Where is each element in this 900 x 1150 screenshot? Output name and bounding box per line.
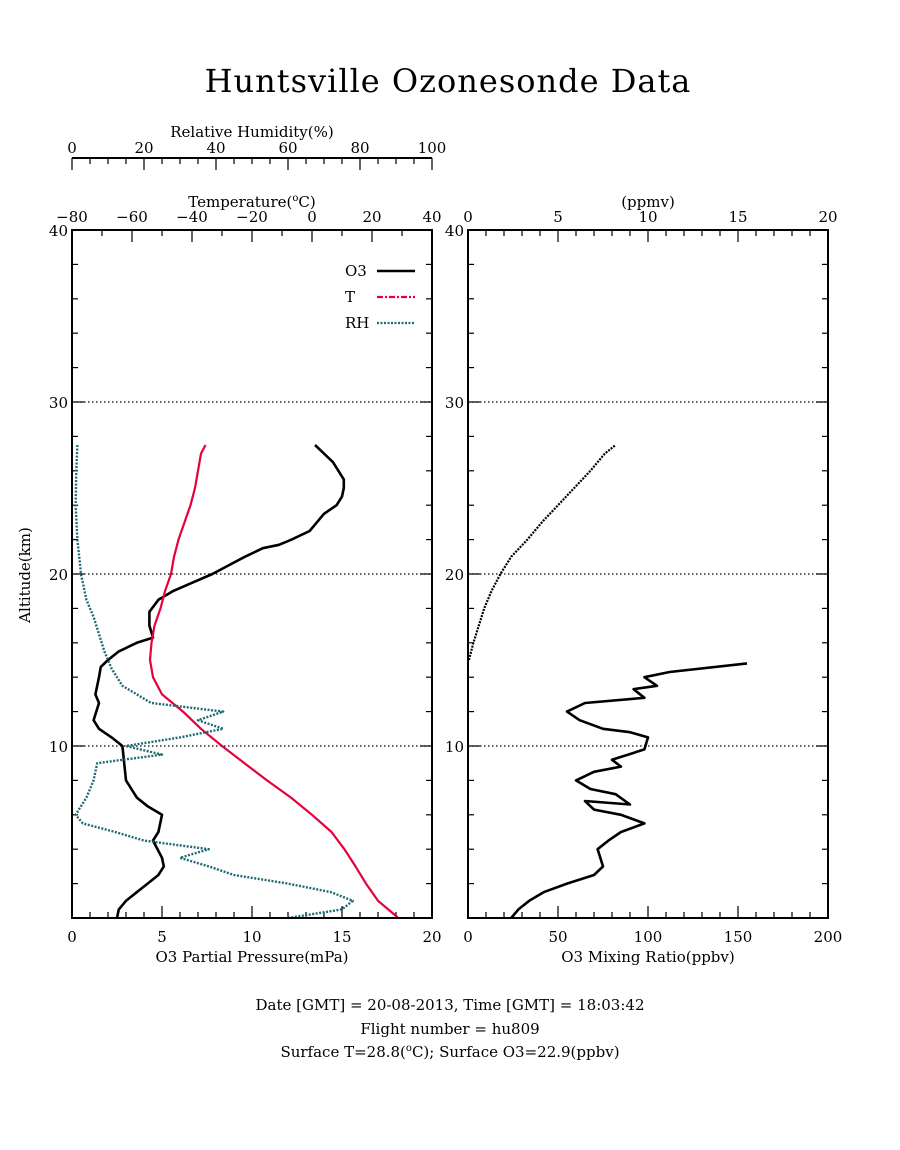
temperature-axis-title-sup: o	[292, 193, 298, 204]
x-tick-label: −60	[116, 208, 148, 226]
x-tick-label: −20	[236, 208, 268, 226]
x-tick-label: 40	[206, 139, 225, 157]
x-tick-label: 40	[422, 208, 441, 226]
left-axes: 10 20 30 40 0 5 10 15 20 −80 −60 −40 −20 0 20 40 0 20 40 60…	[49, 139, 446, 946]
x-tick-label: 0	[463, 208, 473, 226]
mixing-ratio-strato-line	[467, 444, 617, 661]
y-tick-label: 10	[445, 738, 464, 756]
x-tick-label: 80	[350, 139, 369, 157]
x-tick-label: 0	[307, 208, 317, 226]
footer-surface-values: Surface T=28.8(oC); Surface O3=22.9(ppbv…	[0, 1043, 900, 1061]
surface-t-tail: C); Surface O3=22.9(ppbv)	[411, 1043, 620, 1061]
temperature-axis-title-suffix: C)	[298, 193, 315, 211]
mixing-ratio-axis-title: O3 Mixing Ratio(ppbv)	[561, 948, 734, 966]
footer-date-time: Date [GMT] = 20-08-2013, Time [GMT] = 18…	[255, 996, 645, 1014]
x-tick-label: 100	[634, 928, 663, 946]
x-tick-label: 20	[134, 139, 153, 157]
temperature-axis-title-prefix: Temperature(	[188, 193, 292, 211]
series-o3-line	[92, 444, 346, 919]
surface-t-prefix: Surface T=28.8(	[280, 1043, 406, 1061]
x-tick-label: 20	[818, 208, 837, 226]
legend: O3 T RH	[345, 262, 415, 332]
left-series	[74, 444, 400, 920]
rh-axis-title: Relative Humidity(%)	[170, 123, 333, 141]
right-series	[467, 444, 748, 919]
y-tick-label: 30	[445, 394, 464, 412]
x-tick-label: 50	[548, 928, 567, 946]
x-tick-label: 20	[422, 928, 441, 946]
x-tick-label: 0	[67, 139, 77, 157]
o3-pressure-axis-title: O3 Partial Pressure(mPa)	[155, 948, 348, 966]
x-tick-label: 0	[463, 928, 473, 946]
x-tick-label: 150	[724, 928, 753, 946]
temperature-axis-title: Temperature(oC)	[188, 193, 316, 211]
y-tick-label: 40	[445, 222, 464, 240]
x-tick-label: 10	[638, 208, 657, 226]
ppmv-axis-title: (ppmv)	[621, 193, 675, 211]
right-plot-frame	[467, 229, 829, 919]
y-tick-label: 20	[49, 566, 68, 584]
legend-label-t: T	[345, 288, 355, 306]
series-rh-line	[74, 444, 354, 920]
left-gridlines	[72, 401, 432, 747]
left-plot-frame	[71, 229, 433, 919]
x-tick-label: 20	[362, 208, 381, 226]
x-tick-label: 15	[728, 208, 747, 226]
y-tick-label: 20	[445, 566, 464, 584]
right-gridlines	[468, 401, 828, 747]
legend-label-o3: O3	[345, 262, 367, 280]
y-tick-label: 40	[49, 222, 68, 240]
surface-t-degree: o	[405, 1043, 412, 1054]
x-tick-label: −40	[176, 208, 208, 226]
x-tick-label: 60	[278, 139, 297, 157]
x-tick-label: 100	[418, 139, 447, 157]
x-tick-label: 200	[814, 928, 843, 946]
y-tick-label: 30	[49, 394, 68, 412]
footer-flight-number: Flight number = hu809	[360, 1020, 540, 1038]
series-t-line	[148, 444, 400, 919]
left-panel: 10 20 30 40 0 5 10 15 20 −80 −60 −40 −20 0 20 40 0 20 40 60…	[16, 123, 446, 966]
x-tick-label: 5	[157, 928, 167, 946]
legend-label-rh: RH	[345, 314, 369, 332]
altitude-axis-title: Altitude(km)	[16, 527, 34, 624]
mixing-ratio-tropo-line	[510, 662, 748, 919]
x-tick-label: −80	[56, 208, 88, 226]
chart-title: Huntsville Ozonesonde Data	[205, 62, 692, 100]
x-tick-label: 0	[67, 928, 77, 946]
y-tick-label: 10	[49, 738, 68, 756]
x-tick-label: 10	[242, 928, 261, 946]
x-tick-label: 15	[332, 928, 351, 946]
x-tick-label: 5	[553, 208, 563, 226]
